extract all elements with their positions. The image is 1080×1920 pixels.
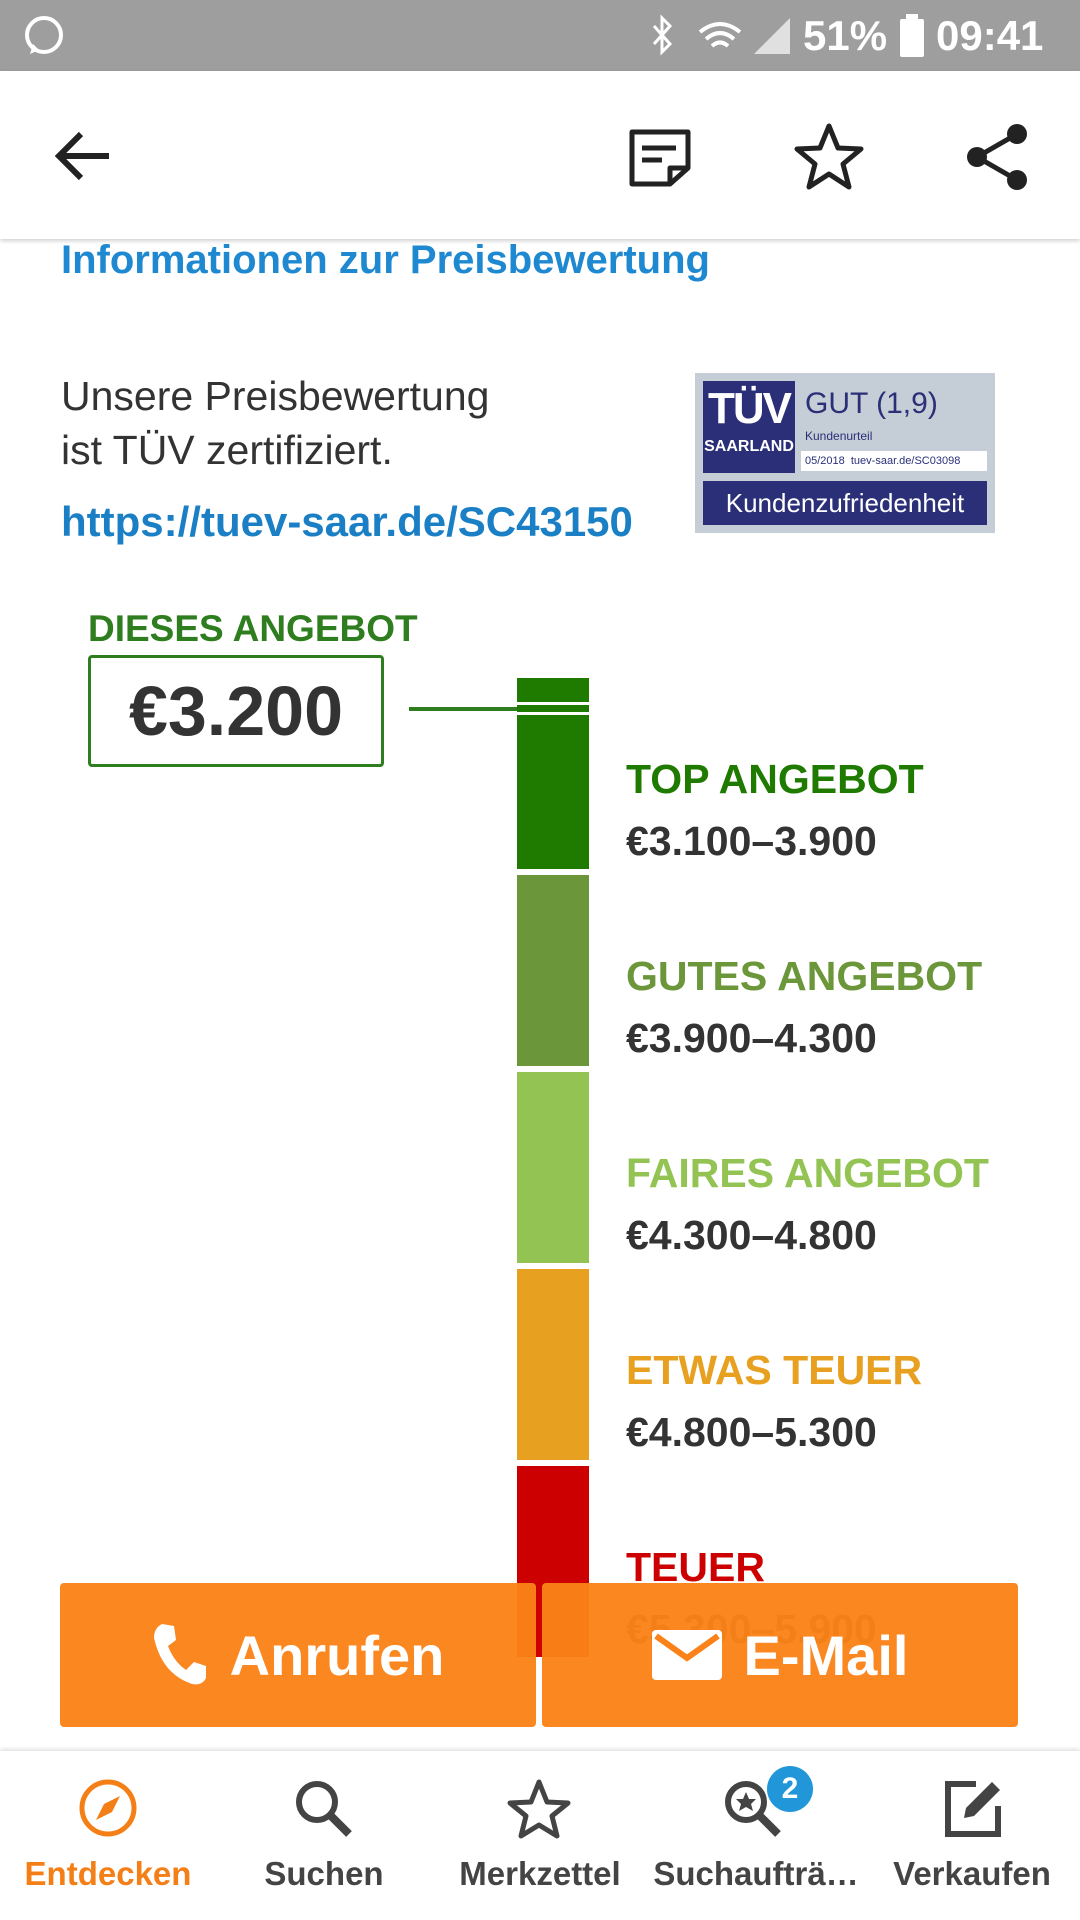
notes-button[interactable]: [626, 126, 694, 188]
scale-segment: [517, 678, 589, 869]
email-label: E-Mail: [743, 1623, 909, 1687]
nav-item[interactable]: Suchen: [264, 1855, 384, 1892]
bottom-navigation: [0, 1751, 1080, 1920]
nav-item[interactable]: Suchaufträ…: [653, 1855, 859, 1892]
this-offer-label: DIESES ANGEBOT: [88, 608, 418, 649]
tuv-badge: TÜV SAARLAND GUT (1,9) Kundenurteil 05/2…: [695, 373, 995, 533]
sell-icon: [945, 1781, 1001, 1837]
saved-search-badge: 2: [767, 1766, 813, 1812]
toolbar: [0, 71, 1080, 239]
share-button[interactable]: [965, 123, 1029, 191]
this-offer-price: €3.200: [88, 655, 384, 767]
segment-range: €3.100–3.900: [626, 818, 877, 864]
status-bar: 51% 09:41: [0, 0, 1080, 71]
tuv-region: SAARLAND: [704, 438, 794, 455]
certification-url[interactable]: https://tuev-saar.de/SC43150: [61, 498, 633, 545]
email-button[interactable]: E-Mail: [542, 1583, 1018, 1727]
clock: 09:41: [936, 12, 1044, 59]
scale-segment: [517, 1269, 589, 1460]
nav-item[interactable]: Merkzettel: [459, 1855, 621, 1892]
tuv-logo: TÜV SAARLAND: [703, 381, 795, 473]
tuv-reference: 05/2018 tuev-saar.de/SC03098: [801, 451, 987, 471]
segment-range: €3.900–4.300: [626, 1015, 877, 1061]
certification-text: Unsere Preisbewertung: [61, 373, 490, 419]
certification-text: ist TÜV zertifiziert.: [61, 427, 393, 473]
battery-level: 51%: [803, 12, 888, 59]
nav-item[interactable]: Entdecken: [24, 1855, 192, 1892]
discover-icon: [79, 1779, 137, 1837]
segment-label: TEUER: [626, 1544, 765, 1590]
offer-marker: [517, 712, 589, 715]
price-info-link[interactable]: Informationen zur Preisbewertung: [61, 238, 710, 282]
segment-range: €4.800–5.300: [626, 1409, 877, 1455]
phone-icon: [153, 1624, 206, 1685]
back-button[interactable]: [53, 126, 113, 186]
search-icon: [296, 1781, 352, 1837]
status-icons: [652, 14, 790, 56]
battery-icon: [900, 14, 924, 57]
tuv-rating-caption: Kundenurteil: [805, 429, 873, 443]
offer-marker: [517, 702, 589, 705]
scale-segment: [517, 875, 589, 1066]
price-pointer: [409, 707, 517, 711]
nav-item[interactable]: Verkaufen: [893, 1855, 1051, 1892]
segment-label: GUTES ANGEBOT: [626, 953, 983, 999]
call-button[interactable]: Anrufen: [60, 1583, 536, 1727]
tuv-category: Kundenzufriedenheit: [703, 481, 987, 525]
segment-range: €4.300–4.800: [626, 1212, 877, 1258]
tuv-brand: TÜV: [708, 384, 792, 433]
segment-label: TOP ANGEBOT: [626, 756, 924, 802]
tuv-rating: GUT (1,9): [805, 387, 938, 420]
mail-icon: [651, 1630, 722, 1680]
call-label: Anrufen: [229, 1623, 445, 1687]
watchlist-icon: [507, 1779, 571, 1839]
favorite-button[interactable]: [793, 121, 865, 193]
saved-search-icon: [725, 1781, 781, 1837]
segment-label: ETWAS TEUER: [626, 1347, 923, 1393]
scale-segment: [517, 1072, 589, 1263]
whatsapp-icon: [25, 16, 63, 54]
segment-label: FAIRES ANGEBOT: [626, 1150, 989, 1196]
